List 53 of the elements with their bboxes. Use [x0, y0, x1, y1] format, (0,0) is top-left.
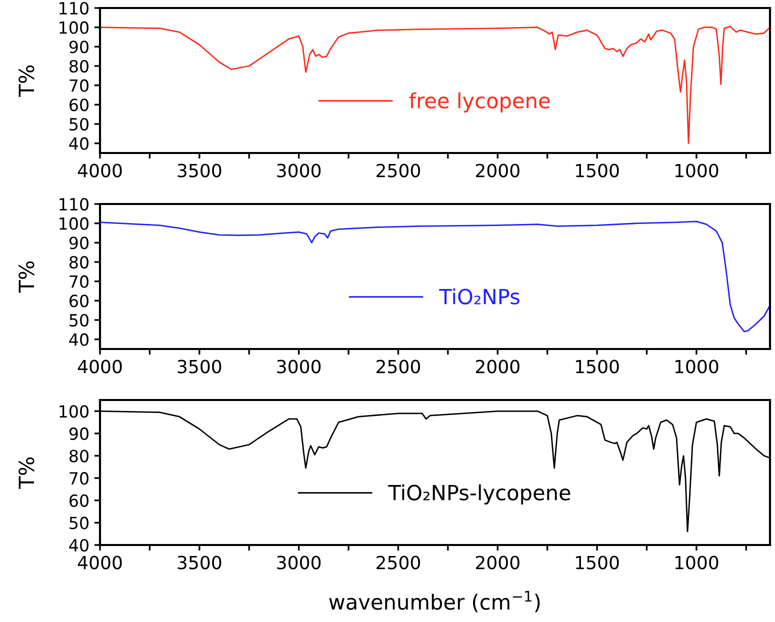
y-tick-label: 80 — [70, 60, 88, 73]
x-tick-label: 1000 — [675, 556, 718, 570]
line-series — [100, 220, 770, 332]
y-tick-label: 60 — [70, 294, 88, 308]
x-tick-label: 3500 — [178, 556, 222, 570]
x-tick-label: 2000 — [476, 164, 520, 178]
y-tick-label: 90 — [69, 40, 88, 54]
legend-label: free lycopene — [409, 92, 550, 112]
y-tick-label: 50 — [70, 516, 88, 530]
x-tick-label: 3000 — [277, 360, 321, 374]
y-tick-label: 40 — [69, 137, 88, 150]
y-tick-label: 110 — [60, 198, 88, 211]
y-axis-title: T% — [18, 457, 34, 489]
legend-label: TiO₂NPs — [439, 288, 520, 304]
x-tick-label: 4000 — [78, 164, 122, 178]
y-axis-title: T% — [18, 65, 34, 97]
y-tick-label: 40 — [69, 538, 88, 552]
x-tick-label: 2500 — [376, 360, 420, 374]
y-tick-label: 90 — [69, 236, 88, 250]
x-tick-label: 2000 — [476, 360, 520, 374]
x-tick-label: 1000 — [675, 164, 718, 178]
y-tick-label: 40 — [69, 333, 88, 346]
x-tick-label: 4000 — [78, 556, 122, 570]
x-tick-label: 1500 — [576, 556, 619, 570]
x-tick-label: 3000 — [277, 164, 321, 178]
y-tick-label: 50 — [70, 314, 88, 327]
x-tick-label: 3500 — [178, 360, 222, 374]
x-tick-label: 2000 — [476, 556, 520, 570]
y-tick-label: 90 — [69, 427, 88, 440]
x-axis-title: wavenumber (cm$^{−1}$) — [329, 590, 540, 612]
y-tick-label: 70 — [70, 79, 88, 92]
x-tick-label: 3500 — [178, 164, 222, 178]
y-tick-label: 70 — [70, 275, 88, 288]
y-tick-label: 70 — [70, 472, 88, 485]
x-tick-label: 3000 — [277, 556, 321, 570]
y-tick-label: 100 — [60, 405, 88, 418]
x-tick-label: 1500 — [576, 164, 619, 178]
legend-label: TiO₂NPs-lycopene — [388, 484, 570, 504]
x-tick-label: 2500 — [376, 556, 420, 570]
x-tick-label: 4000 — [78, 360, 122, 374]
y-axis-title: T% — [18, 261, 34, 293]
y-tick-label: 50 — [70, 118, 88, 131]
x-tick-label: 1500 — [576, 360, 619, 374]
x-tick-label: 2500 — [376, 164, 420, 178]
y-tick-label: 80 — [70, 450, 88, 462]
y-tick-label: 60 — [70, 98, 88, 112]
y-tick-label: 80 — [70, 256, 88, 269]
line-series — [100, 26, 770, 144]
y-tick-label: 100 — [60, 217, 88, 230]
y-tick-label: 110 — [60, 2, 88, 15]
y-tick-label: 100 — [60, 21, 88, 34]
x-tick-label: 1000 — [675, 360, 718, 374]
y-tick-label: 60 — [70, 494, 88, 507]
